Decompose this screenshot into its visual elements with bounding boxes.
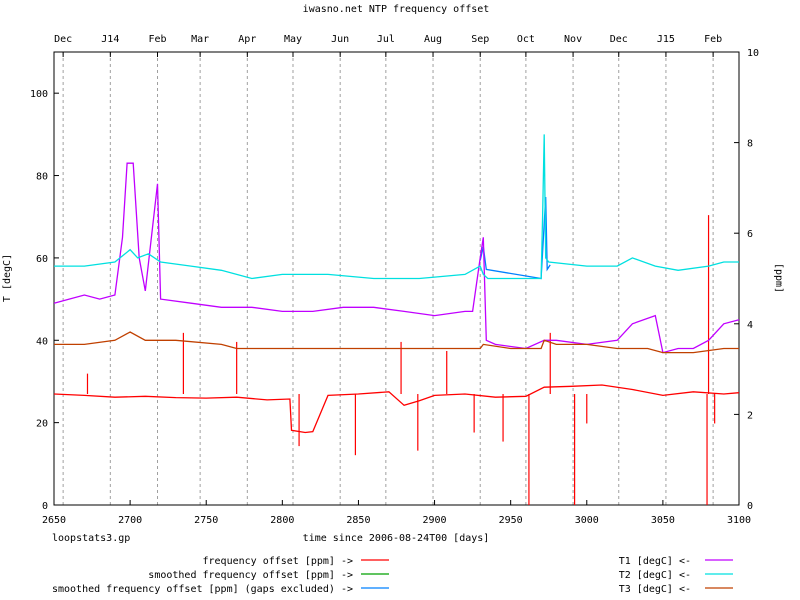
y-right-tick-label: 10	[747, 48, 759, 59]
legend-label: T2 [degC] <-	[619, 570, 691, 581]
x-tick-label: 2650	[42, 515, 66, 526]
top-month-label: Jul	[377, 34, 395, 45]
y-left-tick-label: 100	[30, 89, 48, 100]
x-tick-label: 3100	[727, 515, 751, 526]
top-month-label: Jun	[331, 34, 349, 45]
top-month-label: Feb	[704, 34, 722, 45]
top-month-label: Apr	[238, 34, 256, 45]
top-month-label: Nov	[564, 34, 582, 45]
y-right-tick-label: 6	[747, 229, 753, 240]
x-tick-label: 2800	[270, 515, 294, 526]
legend-label: T1 [degC] <-	[619, 556, 691, 567]
x-tick-label: 3050	[651, 515, 675, 526]
series-line	[53, 162, 740, 354]
left-axis-label: T [degC]	[2, 254, 13, 302]
x-tick-label: 2950	[499, 515, 523, 526]
x-tick-label: 2750	[194, 515, 218, 526]
y-right-tick-label: 2	[747, 410, 753, 421]
x-tick-label: 3000	[575, 515, 599, 526]
legend-label: frequency offset [ppm] ->	[202, 556, 353, 567]
y-left-tick-label: 0	[42, 501, 48, 512]
x-tick-label: 2700	[118, 515, 142, 526]
plot-frame	[53, 51, 740, 506]
legend-label: T3 [degC] <-	[619, 584, 691, 595]
y-right-tick-label: 0	[747, 501, 753, 512]
top-month-label: Sep	[471, 34, 489, 45]
x-tick-label: 2850	[346, 515, 370, 526]
y-left-tick-label: 20	[36, 419, 48, 430]
series-line	[54, 331, 739, 354]
top-month-label: Feb	[148, 34, 166, 45]
series-line	[479, 196, 551, 280]
top-month-label: Oct	[517, 34, 535, 45]
top-month-label: Aug	[424, 34, 442, 45]
series-line	[53, 384, 740, 434]
legend-label: smoothed frequency offset [ppm] ->	[148, 570, 353, 581]
legend-label: smoothed frequency offset [ppm] (gaps ex…	[52, 584, 353, 595]
y-left-tick-label: 60	[36, 254, 48, 265]
legend: frequency offset [ppm] -> smoothed freque…	[52, 556, 733, 595]
x-axis-label: time since 2006-08-24T00 [days]	[303, 533, 490, 544]
top-month-label: Mar	[191, 34, 209, 45]
chart-title: iwasno.net NTP frequency offset	[303, 4, 490, 15]
y-right-tick-label: 4	[747, 320, 753, 331]
x-tick-label: 2900	[423, 515, 447, 526]
top-month-label: Dec	[610, 34, 628, 45]
footer-note: loopstats3.gp	[52, 533, 130, 544]
top-month-label: J15	[657, 34, 675, 45]
axis-layer: Dec J14 Feb Mar Apr May Jun Jul Aug Sep Oct Nov Dec J…	[30, 34, 759, 526]
y-right-tick-label: 8	[747, 139, 753, 150]
series-line	[54, 134, 739, 280]
y-left-tick-label: 80	[36, 172, 48, 183]
top-month-label: Dec	[54, 34, 72, 45]
top-month-label: May	[284, 34, 302, 45]
y-left-tick-label: 40	[36, 336, 48, 347]
series-layer	[53, 134, 740, 505]
right-axis-label: [ppm]	[773, 263, 784, 293]
top-month-label: J14	[101, 34, 119, 45]
